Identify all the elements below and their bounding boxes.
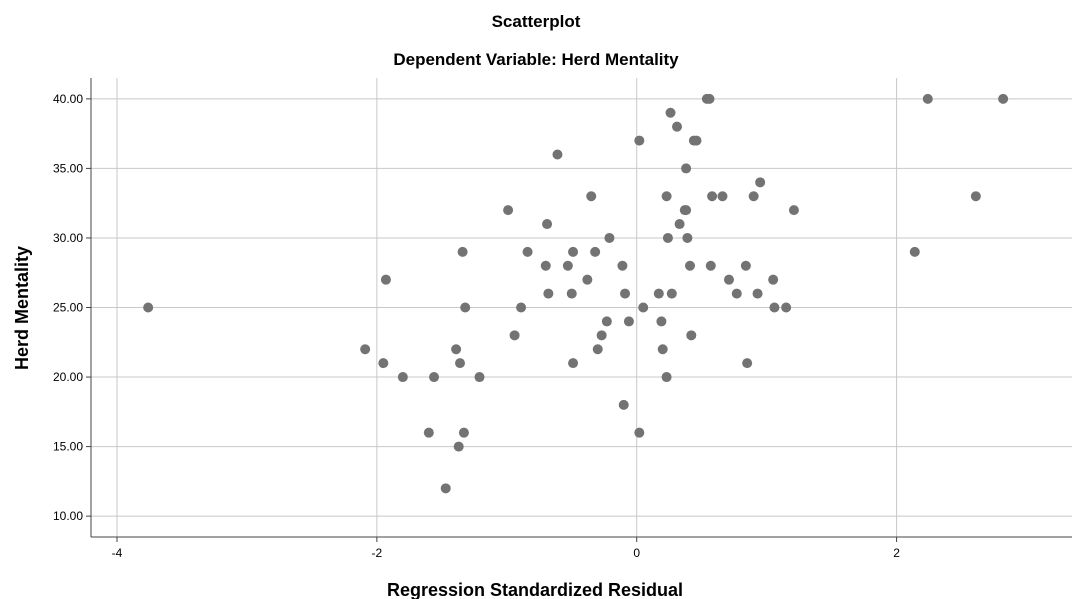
data-point <box>540 260 551 271</box>
data-point <box>429 372 440 383</box>
data-point <box>674 219 685 230</box>
data-point <box>634 135 645 146</box>
y-tick-label: 40.00 <box>53 92 83 106</box>
data-point <box>360 344 371 355</box>
data-point <box>542 219 553 230</box>
data-point <box>582 274 593 285</box>
y-axis-label: Herd Mentality <box>12 246 32 370</box>
data-point <box>568 358 579 369</box>
data-point <box>707 191 718 202</box>
data-point <box>552 149 563 160</box>
data-point <box>423 427 434 438</box>
data-point <box>620 288 631 299</box>
data-point <box>666 288 677 299</box>
data-point <box>440 483 451 494</box>
data-point <box>543 288 554 299</box>
data-point <box>970 191 981 202</box>
data-point <box>781 302 792 313</box>
data-point <box>455 358 466 369</box>
data-point <box>731 288 742 299</box>
data-point <box>503 205 514 216</box>
data-point <box>682 232 693 243</box>
y-tick-label: 30.00 <box>53 231 83 245</box>
x-tick-label: 2 <box>893 546 900 560</box>
data-point <box>453 441 464 452</box>
data-point <box>705 260 716 271</box>
data-point <box>596 330 607 341</box>
x-tick-label: 0 <box>633 546 640 560</box>
data-point <box>522 246 533 257</box>
data-point <box>704 93 715 104</box>
x-tick-label: -4 <box>112 546 123 560</box>
data-point <box>509 330 520 341</box>
data-point <box>769 302 780 313</box>
data-point <box>922 93 933 104</box>
points <box>143 93 1009 494</box>
data-point <box>474 372 485 383</box>
data-point <box>684 260 695 271</box>
data-point <box>623 316 634 327</box>
data-point <box>909 246 920 257</box>
data-point <box>752 288 763 299</box>
data-point <box>686 330 697 341</box>
y-tick-label: 10.00 <box>53 509 83 523</box>
data-point <box>638 302 649 313</box>
data-point <box>681 205 692 216</box>
data-point <box>516 302 527 313</box>
data-point <box>662 232 673 243</box>
data-point <box>590 246 601 257</box>
data-point <box>566 288 577 299</box>
data-point <box>788 205 799 216</box>
data-point <box>380 274 391 285</box>
data-point <box>458 427 469 438</box>
data-point <box>717 191 728 202</box>
data-point <box>740 260 751 271</box>
y-tick-label: 35.00 <box>53 161 83 175</box>
data-point <box>604 232 615 243</box>
data-point <box>768 274 779 285</box>
data-point <box>653 288 664 299</box>
data-point <box>562 260 573 271</box>
data-point <box>748 191 759 202</box>
data-point <box>661 372 672 383</box>
x-tick-label: -2 <box>372 546 383 560</box>
y-tick-label: 20.00 <box>53 370 83 384</box>
data-point <box>665 107 676 118</box>
data-point <box>457 246 468 257</box>
data-point <box>656 316 667 327</box>
data-point <box>657 344 668 355</box>
data-point <box>397 372 408 383</box>
y-tick-label: 15.00 <box>53 440 83 454</box>
data-point <box>451 344 462 355</box>
data-point <box>681 163 692 174</box>
data-point <box>143 302 154 313</box>
y-tick-label: 25.00 <box>53 301 83 315</box>
data-point <box>742 358 753 369</box>
data-point <box>592 344 603 355</box>
data-point <box>601 316 612 327</box>
ticks: 10.00 15.00 20.00 25.00 30.00 35.00 40.00 -4 -2 0… <box>53 92 900 560</box>
data-point <box>723 274 734 285</box>
data-point <box>586 191 597 202</box>
chart-subtitle: Dependent Variable: Herd Mentality <box>393 50 679 69</box>
data-point <box>672 121 683 132</box>
data-point <box>378 358 389 369</box>
data-point <box>661 191 672 202</box>
data-point <box>634 427 645 438</box>
data-point <box>460 302 471 313</box>
data-point <box>617 260 628 271</box>
data-point <box>618 399 629 410</box>
x-axis-label: Regression Standardized Residual <box>387 580 683 599</box>
data-point <box>568 246 579 257</box>
chart-title: Scatterplot <box>491 12 581 31</box>
data-point <box>998 93 1009 104</box>
gridlines <box>91 78 1072 537</box>
data-point <box>755 177 766 188</box>
data-point <box>691 135 702 146</box>
